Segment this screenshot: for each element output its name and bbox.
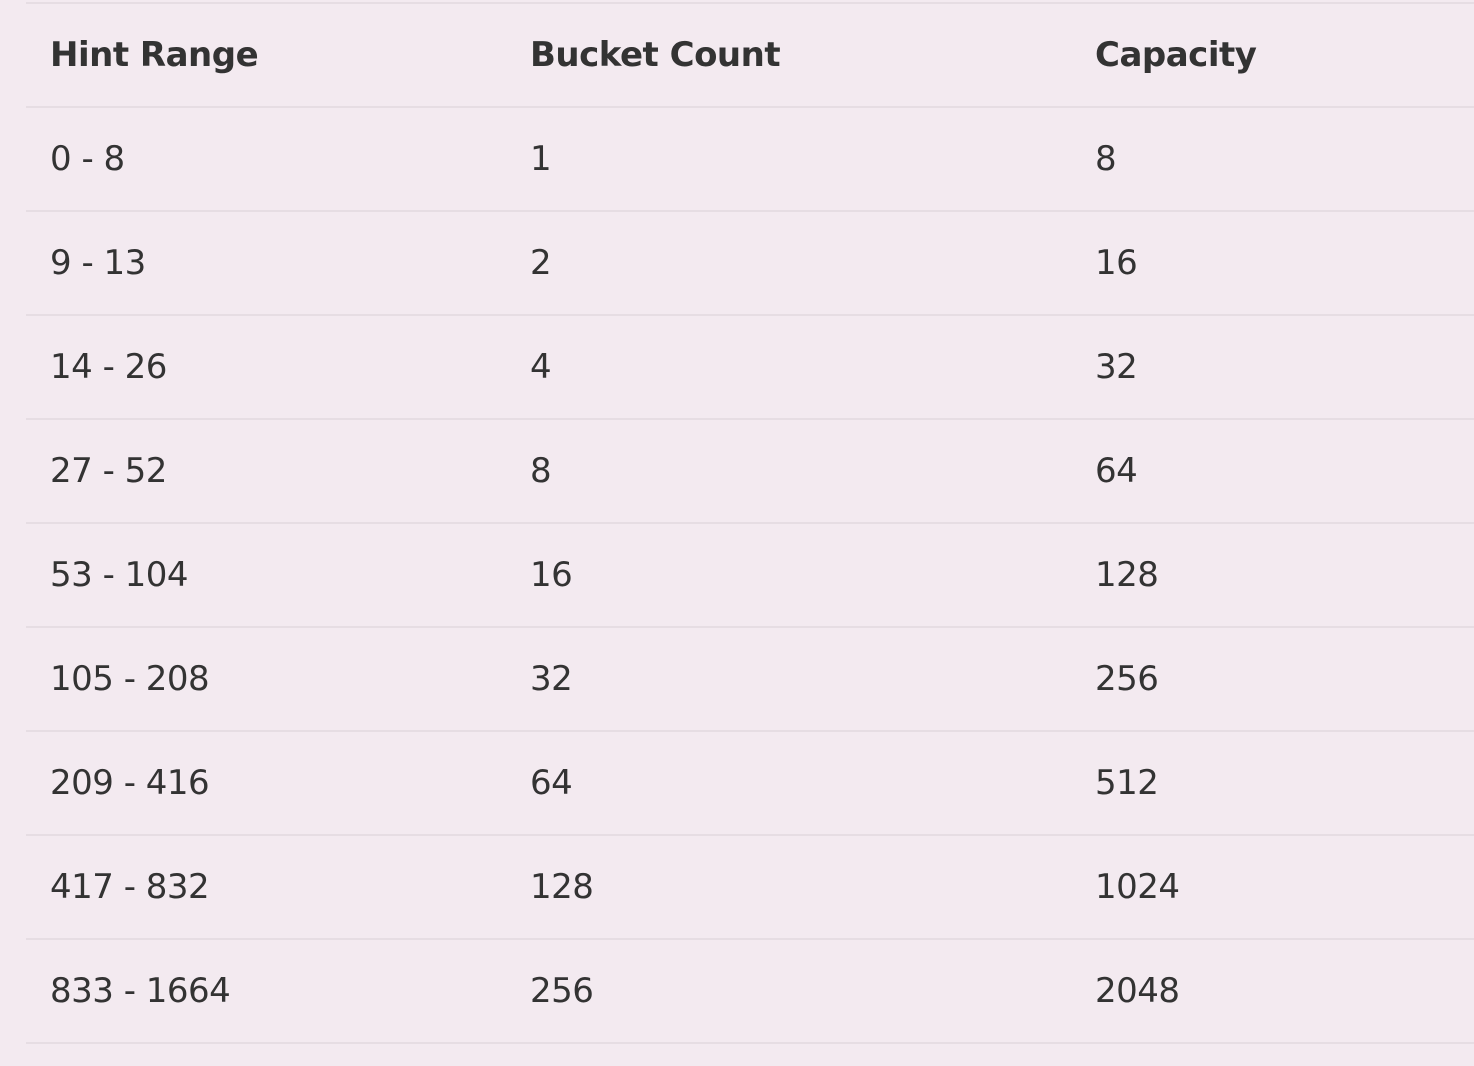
table-row: 105 - 208 32 256 [26, 627, 1474, 731]
bucket-count-cell: 16 [530, 555, 573, 595]
hint-range-cell: 9 - 13 [50, 243, 146, 283]
capacity-cell: 2048 [1095, 971, 1180, 1011]
hint-range-cell: 27 - 52 [50, 451, 167, 491]
capacity-cell: 256 [1095, 659, 1159, 699]
bucket-count-cell: 4 [530, 347, 552, 387]
bucket-count-cell: 64 [530, 763, 573, 803]
bucket-count-cell: 128 [530, 867, 594, 907]
table-row: 27 - 52 8 64 [26, 419, 1474, 523]
capacity-cell: 64 [1095, 451, 1138, 491]
bucket-count-cell: 2 [530, 243, 552, 283]
capacity-cell: 128 [1095, 555, 1159, 595]
bucket-capacity-table: Hint Range Bucket Count Capacity 0 - 8 1… [26, 2, 1474, 1044]
hint-range-cell: 417 - 832 [50, 867, 210, 907]
table-row: 53 - 104 16 128 [26, 523, 1474, 627]
hint-range-cell: 0 - 8 [50, 139, 125, 179]
hint-range-cell: 209 - 416 [50, 763, 210, 803]
bucket-capacity-table-container: Hint Range Bucket Count Capacity 0 - 8 1… [26, 2, 1474, 1044]
bucket-count-cell: 32 [530, 659, 573, 699]
capacity-cell: 512 [1095, 763, 1159, 803]
hint-range-cell: 53 - 104 [50, 555, 189, 595]
hint-range-cell: 105 - 208 [50, 659, 210, 699]
capacity-cell: 32 [1095, 347, 1138, 387]
table-body: 0 - 8 1 8 9 - 13 2 16 14 - 26 4 32 27 - … [26, 107, 1474, 1043]
capacity-cell: 16 [1095, 243, 1138, 283]
table-row: 9 - 13 2 16 [26, 211, 1474, 315]
table-row: 209 - 416 64 512 [26, 731, 1474, 835]
bucket-count-cell: 256 [530, 971, 594, 1011]
table-row: 833 - 1664 256 2048 [26, 939, 1474, 1043]
table-row: 14 - 26 4 32 [26, 315, 1474, 419]
table-header: Hint Range Bucket Count Capacity [26, 3, 1474, 107]
hint-range-cell: 14 - 26 [50, 347, 167, 387]
column-header-capacity: Capacity [1095, 35, 1257, 75]
column-header-hint-range: Hint Range [50, 35, 259, 75]
capacity-cell: 1024 [1095, 867, 1180, 907]
table-row: 417 - 832 128 1024 [26, 835, 1474, 939]
hint-range-cell: 833 - 1664 [50, 971, 231, 1011]
capacity-cell: 8 [1095, 139, 1117, 179]
column-header-bucket-count: Bucket Count [530, 35, 781, 75]
table-row: 0 - 8 1 8 [26, 107, 1474, 211]
bucket-count-cell: 8 [530, 451, 552, 491]
bucket-count-cell: 1 [530, 139, 552, 179]
table-header-row: Hint Range Bucket Count Capacity [26, 3, 1474, 107]
